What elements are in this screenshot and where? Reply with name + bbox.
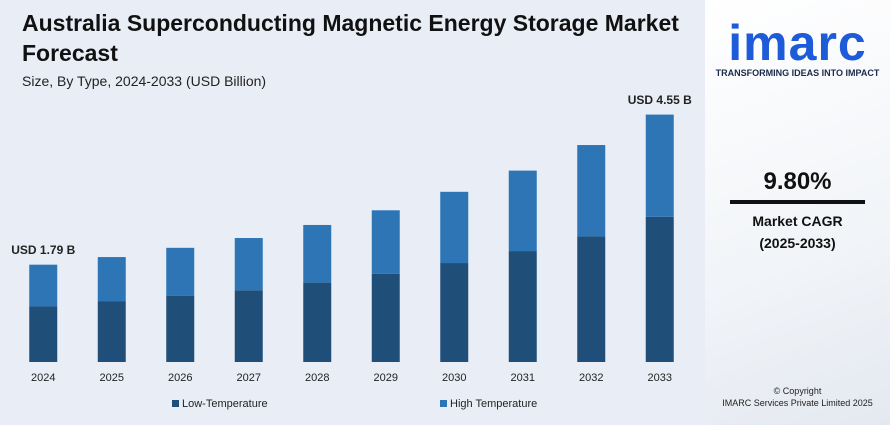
tagline: TRANSFORMING IDEAS INTO IMPACT: [715, 68, 880, 78]
bar-segment: [371, 273, 400, 362]
bar-segment: [166, 247, 195, 296]
chart-subtitle: Size, By Type, 2024-2033 (USD Billion): [22, 73, 267, 89]
x-tick-label: 2030: [442, 372, 466, 384]
x-tick-label: 2028: [305, 372, 329, 384]
legend-label: High Temperature: [450, 398, 537, 410]
legend-swatch: [172, 400, 179, 407]
total-label: USD 4.55 B: [628, 93, 692, 107]
bar-segment: [371, 210, 400, 274]
x-tick-label: 2027: [237, 372, 261, 384]
cagr-value: 9.80%: [763, 168, 832, 195]
bar-segment: [234, 238, 263, 291]
x-tick-label: 2029: [374, 372, 398, 384]
sidebar: imarc TRANSFORMING IDEAS INTO IMPACT 9.8…: [705, 0, 890, 425]
bar-segment: [29, 306, 58, 362]
bar-segment: [303, 282, 332, 362]
bar-segment: [29, 264, 58, 307]
bar-segment: [577, 145, 606, 237]
cagr-label: Market CAGR: [752, 213, 843, 229]
copyright: © Copyright: [773, 386, 822, 396]
bar-segment: [645, 216, 674, 362]
legend-label: Low-Temperature: [182, 398, 268, 410]
divider: [730, 200, 865, 204]
bar-segment: [577, 236, 606, 362]
chart: 2024 2025 2026 2027 2028 2029 2030 2031 2032 2033…: [11, 93, 692, 410]
x-tick-label: 2025: [100, 372, 124, 384]
bar-segment: [234, 290, 263, 362]
bar-segment: [440, 191, 469, 264]
x-tick-label: 2032: [579, 372, 603, 384]
total-label: USD 1.79 B: [11, 243, 75, 257]
company: IMARC Services Private Limited 2025: [722, 398, 873, 408]
legend-swatch: [440, 400, 447, 407]
bar-segment: [645, 114, 674, 217]
bar-segment: [508, 251, 537, 362]
logo: imarc: [728, 15, 867, 71]
bar-segment: [166, 295, 195, 362]
bar-segment: [97, 257, 126, 302]
bar-segment: [508, 170, 537, 252]
chart-title: Australia Superconducting Magnetic Energ…: [22, 10, 679, 66]
x-tick-label: 2026: [168, 372, 192, 384]
x-tick-label: 2031: [511, 372, 535, 384]
x-tick-label: 2024: [31, 372, 55, 384]
cagr-period: (2025-2033): [759, 235, 836, 251]
x-tick-label: 2033: [648, 372, 672, 384]
bar-segment: [303, 224, 332, 283]
bar-segment: [440, 263, 469, 362]
bar-segment: [97, 301, 126, 362]
